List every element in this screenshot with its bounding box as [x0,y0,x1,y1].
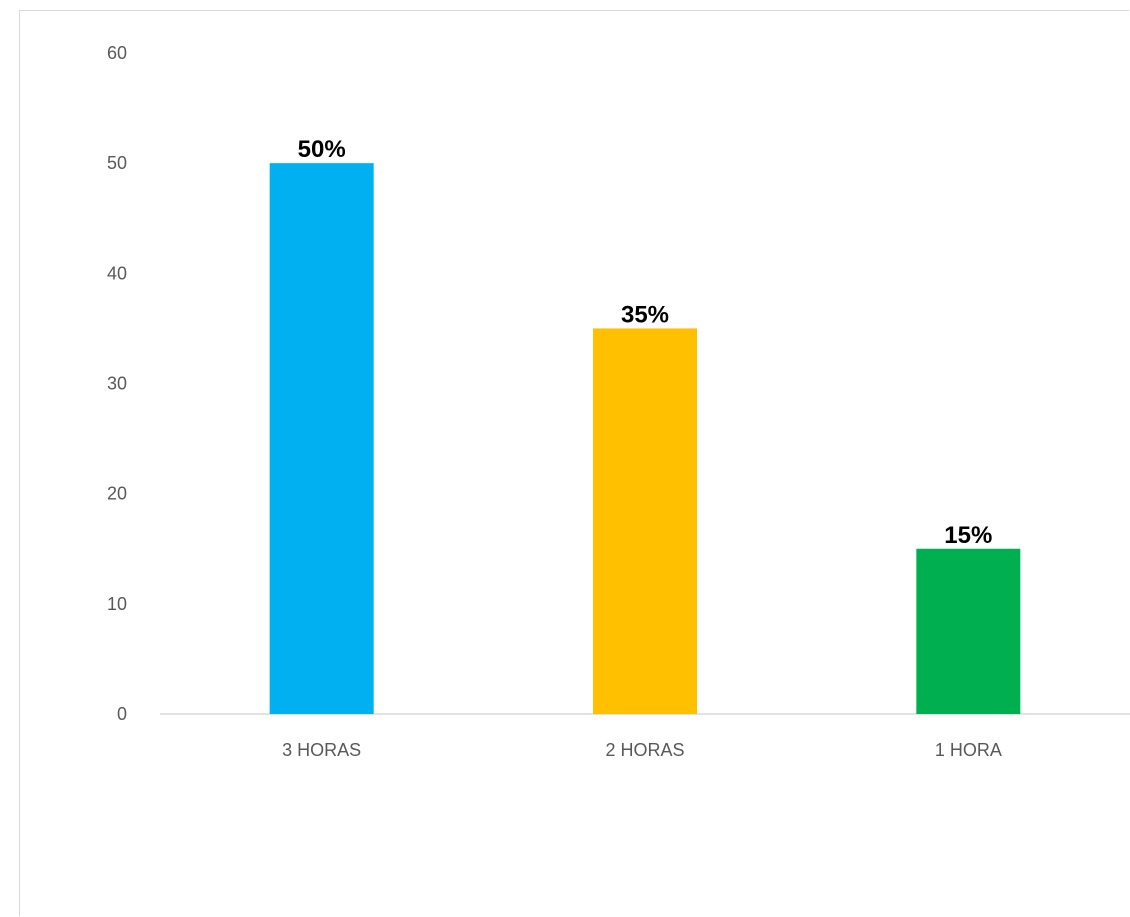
y-tick-label: 10 [107,594,127,614]
y-tick-label: 30 [107,374,127,394]
bar-data-label: 50% [298,136,346,163]
y-axis-ticks: 0 10 20 30 40 50 60 [107,43,127,724]
bar-data-label: 15% [944,522,992,549]
bar-data-label: 35% [621,301,669,328]
y-tick-label: 20 [107,484,127,504]
bar-3 [916,548,1021,714]
chart-frame [19,10,1129,916]
y-tick-label: 0 [117,704,127,724]
x-tick-label: 1 HORA [935,740,1002,760]
y-tick-label: 50 [107,153,127,173]
bar-1 [269,163,374,714]
x-tick-label: 3 HORAS [282,740,361,760]
x-axis-ticks: 3 HORAS 2 HORAS 1 HORA [282,740,1002,760]
y-tick-label: 40 [107,263,127,283]
bar-2 [593,328,697,714]
x-tick-label: 2 HORAS [605,740,684,760]
y-tick-label: 60 [107,43,127,63]
data-labels-group: 50% 35% 15% [298,136,993,549]
bars-group [269,163,1021,714]
